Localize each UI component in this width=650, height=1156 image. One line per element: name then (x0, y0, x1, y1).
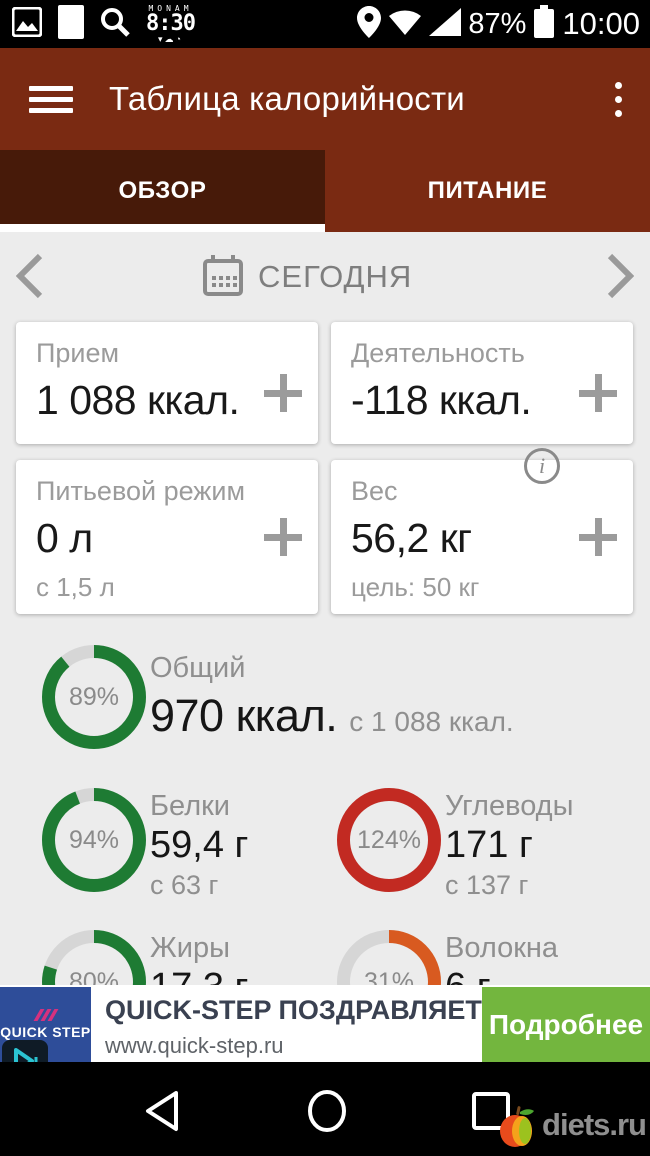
ad-url: www.quick-step.ru (105, 1033, 284, 1058)
battery-percent: 87% (468, 7, 527, 40)
protein-value: 59,4 г (150, 824, 249, 866)
carbs-target: с 137 г (445, 870, 529, 900)
carbs-label: Углеводы (445, 790, 574, 822)
next-day-icon[interactable] (606, 253, 635, 304)
ad-banner[interactable]: QUICK STEP QUICK-STEP ПОЗДРАВЛЯЕТ С… www… (0, 985, 650, 1062)
tab-nutrition[interactable]: ПИТАНИЕ (427, 177, 548, 204)
carbs-percent: 124% (357, 825, 421, 854)
add-intake-icon[interactable] (264, 374, 302, 412)
wifi-icon (388, 8, 422, 41)
recents-button[interactable] (470, 1089, 512, 1138)
date-navigation: СЕГОДНЯ (0, 232, 650, 318)
intake-value: 1 088 ккал. (36, 377, 240, 423)
info-icon[interactable]: i (524, 448, 560, 484)
quick-step-stripes-icon (33, 1009, 58, 1021)
apple-logo-icon (500, 1106, 535, 1147)
intake-label: Прием (36, 338, 120, 368)
add-activity-icon[interactable] (579, 374, 617, 412)
activity-card[interactable]: Деятельность -118 ккал. (331, 322, 633, 444)
app-bar: Таблица калорийности (0, 48, 650, 150)
menu-icon[interactable] (29, 85, 73, 113)
total-percent: 89% (68, 682, 120, 711)
diets-ru-watermark: diets.ru (498, 1102, 647, 1148)
main-content: СЕГОДНЯ Прием 1 088 ккал. Деятельность -… (0, 232, 650, 1062)
total-value: 970 ккал. с 1 088 ккал. (150, 690, 514, 741)
back-button[interactable] (142, 1089, 182, 1138)
total-progress-ring: 89% (42, 645, 146, 749)
tab-overview[interactable]: ОБЗОР (0, 150, 325, 232)
water-card[interactable]: Питьевой режим 0 л с 1,5 л (16, 460, 318, 614)
search-notification-icon (100, 7, 130, 42)
add-weight-icon[interactable] (579, 518, 617, 556)
clock-widget-icon: MONAM 8:30 ▾☁◔ (146, 3, 196, 44)
status-bar: MONAM 8:30 ▾☁◔ 87% 10:00 (0, 0, 650, 48)
protein-label: Белки (150, 790, 231, 822)
battery-icon (533, 4, 555, 44)
overflow-menu-icon[interactable] (609, 76, 628, 123)
weight-card[interactable]: Вес 56,2 кг цель: 50 кг (331, 460, 633, 614)
fat-label: Жиры (150, 932, 230, 964)
calendar-icon[interactable] (203, 254, 243, 301)
weight-goal: цель: 50 кг (351, 572, 480, 602)
activity-label: Деятельность (351, 338, 525, 368)
status-time: 10:00 (562, 6, 640, 41)
date-label[interactable]: СЕГОДНЯ (258, 259, 413, 294)
water-goal: с 1,5 л (36, 572, 115, 602)
tab-bar: ОБЗОР ПИТАНИЕ (0, 150, 650, 232)
weight-value: 56,2 кг (351, 515, 472, 561)
water-value: 0 л (36, 515, 93, 561)
notification-icon (58, 4, 84, 44)
total-label: Общий (150, 652, 246, 684)
ad-cta-button[interactable]: Подробнее (482, 987, 650, 1062)
page-title: Таблица калорийности (109, 80, 465, 117)
home-button[interactable] (305, 1089, 349, 1138)
protein-target: с 63 г (150, 870, 219, 900)
add-water-icon[interactable] (264, 518, 302, 556)
advertiser-name: QUICK STEP (0, 1024, 91, 1040)
location-icon (357, 5, 382, 43)
carbs-value: 171 г (445, 824, 533, 866)
protein-progress-ring: 94% (42, 788, 146, 892)
weight-label: Вес (351, 476, 398, 506)
total-target: с 1 088 ккал. (349, 706, 514, 737)
activity-value: -118 ккал. (351, 377, 532, 423)
intake-card[interactable]: Прием 1 088 ккал. (16, 322, 318, 444)
android-nav-bar: diets.ru (0, 1062, 650, 1156)
fiber-label: Волокна (445, 932, 559, 964)
watermark-text: diets.ru (542, 1107, 647, 1142)
protein-percent: 94% (68, 825, 120, 854)
ad-headline: QUICK-STEP ПОЗДРАВЛЯЕТ С… (105, 995, 482, 1025)
cellular-signal-icon (429, 7, 462, 41)
water-label: Питьевой режим (36, 476, 246, 506)
carbs-progress-ring: 124% (337, 788, 441, 892)
previous-day-icon[interactable] (15, 253, 44, 304)
screenshot-notification-icon (11, 6, 43, 42)
